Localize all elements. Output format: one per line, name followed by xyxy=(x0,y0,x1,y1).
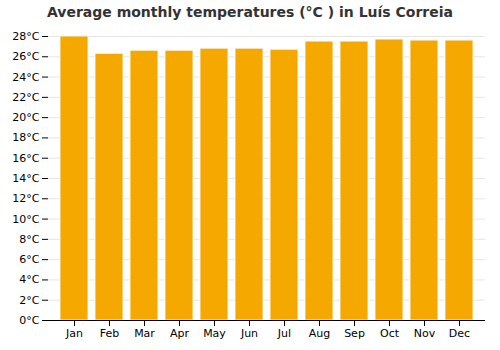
svg-text:Jan: Jan xyxy=(65,327,83,340)
svg-text:18°C: 18°C xyxy=(12,131,39,144)
svg-text:14°C: 14°C xyxy=(12,172,39,185)
svg-text:12°C: 12°C xyxy=(12,192,39,205)
svg-text:Apr: Apr xyxy=(170,327,190,340)
svg-text:0°C: 0°C xyxy=(19,314,39,327)
svg-text:Feb: Feb xyxy=(100,327,119,340)
svg-text:28°C: 28°C xyxy=(12,30,39,43)
svg-text:Sep: Sep xyxy=(344,327,365,340)
svg-text:Nov: Nov xyxy=(414,327,436,340)
svg-text:16°C: 16°C xyxy=(12,152,39,165)
svg-text:24°C: 24°C xyxy=(12,71,39,84)
svg-text:2°C: 2°C xyxy=(19,294,39,307)
svg-text:6°C: 6°C xyxy=(19,253,39,266)
svg-text:Aug: Aug xyxy=(309,327,330,340)
svg-text:Jul: Jul xyxy=(277,327,291,340)
svg-text:May: May xyxy=(203,327,226,340)
svg-text:22°C: 22°C xyxy=(12,91,39,104)
svg-text:Oct: Oct xyxy=(380,327,400,340)
html-text:Average monthly temperatures (: Average monthly temperatures (°C ) in Lu… xyxy=(47,4,453,20)
svg-text:8°C: 8°C xyxy=(19,233,39,246)
svg-text:20°C: 20°C xyxy=(12,111,39,124)
svg-text:Jun: Jun xyxy=(240,327,258,340)
svg-text:Mar: Mar xyxy=(134,327,155,340)
svg-text:4°C: 4°C xyxy=(19,273,39,286)
svg-text:Dec: Dec xyxy=(449,327,470,340)
svg-text:10°C: 10°C xyxy=(12,213,39,226)
svg-text:26°C: 26°C xyxy=(12,50,39,63)
